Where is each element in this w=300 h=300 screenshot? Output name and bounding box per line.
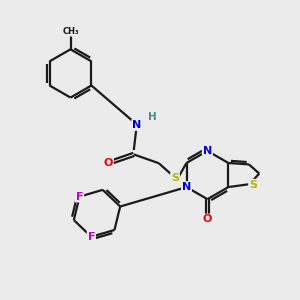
Text: S: S <box>171 173 179 183</box>
Text: N: N <box>132 120 141 130</box>
Text: H: H <box>148 112 157 122</box>
Text: N: N <box>182 182 191 192</box>
Text: F: F <box>76 192 83 202</box>
Text: O: O <box>103 158 113 168</box>
Text: S: S <box>249 180 257 190</box>
Text: N: N <box>203 146 212 156</box>
Text: CH₃: CH₃ <box>62 27 79 36</box>
Text: F: F <box>88 232 95 242</box>
Text: O: O <box>203 214 212 224</box>
